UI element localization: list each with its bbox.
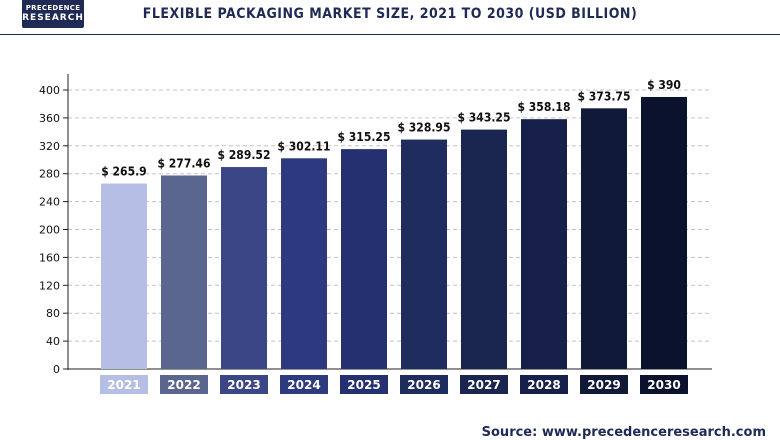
source-credit: Source: www.precedenceresearch.com <box>481 425 766 440</box>
data-label-2023: $ 289.52 <box>218 148 271 162</box>
category-label-2023: 2023 <box>227 378 260 392</box>
logo-text-top: PRECEDENCE <box>25 4 81 12</box>
y-tick-label: 160 <box>39 251 60 264</box>
category-label-2021: 2021 <box>107 378 140 392</box>
category-label-2028: 2028 <box>527 378 560 392</box>
bar-2030 <box>641 96 687 369</box>
category-box-2028 <box>520 375 568 394</box>
y-tick-label: 400 <box>39 84 60 97</box>
category-box-2030 <box>640 375 688 394</box>
category-label-2024: 2024 <box>287 378 320 392</box>
category-labels: 2021 2022 2023 2024 2025 2026 2027 2028 2029 2030 <box>100 375 688 394</box>
y-tick-label: 120 <box>39 279 60 292</box>
y-tick-label: 280 <box>39 168 60 181</box>
data-label-2026: $ 328.95 <box>398 121 451 135</box>
bar-2026 <box>401 139 447 369</box>
data-label-2024: $ 302.11 <box>278 139 331 153</box>
category-label-2022: 2022 <box>167 378 200 392</box>
category-box-2023 <box>220 375 268 394</box>
category-label-2025: 2025 <box>347 378 380 392</box>
data-label-2027: $ 343.25 <box>458 111 511 125</box>
brand-logo: PRECEDENCE RESEARCH <box>22 0 84 28</box>
y-tick-label: 40 <box>46 335 60 348</box>
y-tick-label: 320 <box>39 140 60 153</box>
chart-title: FLEXIBLE PACKAGING MARKET SIZE, 2021 TO … <box>142 6 638 22</box>
category-label-2026: 2026 <box>407 378 440 392</box>
data-label-2025: $ 315.25 <box>338 130 391 144</box>
bar-2022 <box>161 175 207 369</box>
data-label-2022: $ 277.46 <box>158 156 211 170</box>
y-tick-label: 200 <box>39 224 60 237</box>
category-box-2021 <box>100 375 148 394</box>
data-label-2028: $ 358.18 <box>518 100 571 114</box>
header-bar: PRECEDENCE RESEARCH FLEXIBLE PACKAGING M… <box>0 0 780 35</box>
category-box-2022 <box>160 375 208 394</box>
bar-2025 <box>341 149 387 369</box>
bar-2023 <box>221 167 267 369</box>
category-box-2025 <box>340 375 388 394</box>
logo-text-bottom: RESEARCH <box>22 13 84 23</box>
y-tick-label: 80 <box>46 307 60 320</box>
bar-2029 <box>581 108 627 369</box>
y-tick-label: 0 <box>53 363 60 376</box>
bar-2024 <box>281 158 327 369</box>
data-label-2029: $ 373.75 <box>578 89 631 103</box>
data-labels: $ 265.9 $ 277.46 $ 289.52 $ 302.11 $ 315.25 $… <box>101 78 681 179</box>
y-axis-ticks: 0 40 80 120 160 200 240 280 320 360 400 <box>39 84 68 376</box>
bar-2021 <box>101 183 147 369</box>
category-label-2027: 2027 <box>467 378 500 392</box>
data-label-2030: $ 390 <box>647 78 681 92</box>
bars <box>101 96 687 369</box>
bar-2028 <box>521 119 567 369</box>
category-box-2026 <box>400 375 448 394</box>
y-tick-label: 240 <box>39 196 60 209</box>
y-tick-label: 360 <box>39 112 60 125</box>
category-box-2027 <box>460 375 508 394</box>
category-label-2029: 2029 <box>587 378 620 392</box>
category-label-2030: 2030 <box>647 378 680 392</box>
data-label-2021: $ 265.9 <box>101 165 146 179</box>
category-box-2024 <box>280 375 328 394</box>
category-box-2029 <box>580 375 628 394</box>
bar-2027 <box>461 129 507 369</box>
